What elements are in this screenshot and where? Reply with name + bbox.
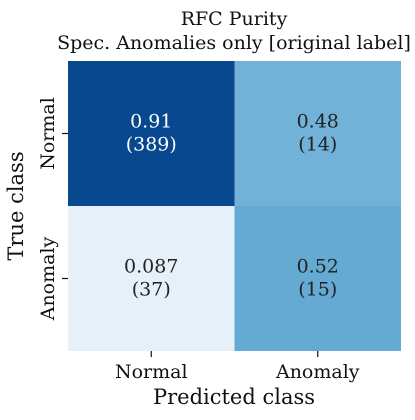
heatmap-cells bbox=[68, 61, 401, 351]
x-tick-label-0: Normal bbox=[115, 361, 188, 383]
cell-count-label-r1-c1: (15) bbox=[298, 279, 337, 301]
x-tick-label-1: Anomaly bbox=[275, 361, 360, 383]
cell-count-label-r0-c1: (14) bbox=[298, 134, 337, 156]
cell-value-label-r0-c0: 0.91 bbox=[130, 111, 172, 133]
y-tick-label-0: Normal bbox=[37, 97, 59, 170]
cell-count-label-r1-c0: (37) bbox=[132, 279, 171, 301]
cell-value-label-r0-c1: 0.48 bbox=[297, 111, 339, 133]
axis-ticks: Normal Anomaly Normal Anomaly bbox=[37, 97, 360, 383]
heatmap-cell-labels: 0.91(389) 0.48(14) 0.087(37) 0.52(15) bbox=[124, 111, 339, 301]
cell-value-label-r1-c1: 0.52 bbox=[297, 256, 339, 278]
heatmap-cell-r1-c0 bbox=[68, 206, 235, 351]
y-tick-label-1: Anomaly bbox=[37, 236, 59, 321]
heatmap-cell-r1-c1 bbox=[234, 206, 401, 351]
chart-subtitle: Spec. Anomalies only [original label] bbox=[57, 32, 411, 54]
cell-count-label-r0-c0: (389) bbox=[126, 134, 177, 156]
heatmap-cell-r0-c1 bbox=[234, 61, 401, 206]
chart-title: RFC Purity bbox=[181, 8, 288, 30]
heatmap-cell-r0-c0 bbox=[68, 61, 235, 206]
x-axis-title: Predicted class bbox=[153, 385, 315, 409]
y-axis-title: True class bbox=[4, 151, 28, 260]
cell-value-label-r1-c0: 0.087 bbox=[124, 256, 178, 278]
